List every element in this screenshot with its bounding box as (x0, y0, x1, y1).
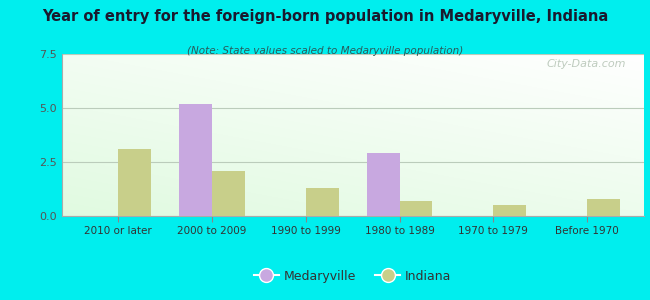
Bar (212, 171, 244, 216)
Bar (587, 199, 620, 216)
Bar (400, 201, 432, 216)
Bar (493, 205, 526, 216)
Text: Year of entry for the foreign-born population in Medaryville, Indiana: Year of entry for the foreign-born popul… (42, 9, 608, 24)
Bar (179, 104, 212, 216)
Text: (Note: State values scaled to Medaryville population): (Note: State values scaled to Medaryvill… (187, 46, 463, 56)
Text: City-Data.com: City-Data.com (547, 59, 626, 69)
Bar (118, 149, 151, 216)
Bar (367, 153, 400, 216)
Legend: Medaryville, Indiana: Medaryville, Indiana (249, 265, 456, 287)
Bar (306, 188, 339, 216)
